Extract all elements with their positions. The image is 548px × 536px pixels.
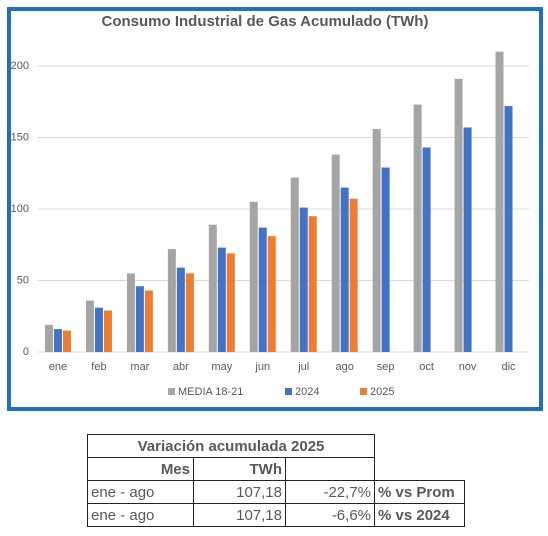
bar [62,330,71,352]
x-tick-label: dic [501,361,516,373]
legend-label: MEDIA 18-21 [178,386,243,398]
summary-table: Variación acumulada 2025 Mes TWh ene - a… [87,434,465,527]
cell: 107,18 [193,503,286,527]
x-tick-label: may [211,361,232,373]
x-tick-label: jun [254,361,270,373]
bar [167,249,176,352]
cell: ene - ago [87,503,194,527]
cell: -22,7% [285,480,375,504]
x-tick-label: jul [297,361,309,373]
table-title: Variación acumulada 2025 [87,434,375,458]
bar [331,154,340,352]
header-cell: Mes [87,457,194,481]
empty-cell [285,457,375,481]
bar [422,147,431,352]
x-tick-label: ago [336,361,354,373]
bar [44,324,53,352]
bar [372,128,381,352]
bar [504,106,513,352]
bar [267,236,276,352]
bar [349,198,358,352]
bar [381,167,390,352]
bar [258,227,267,352]
bar [217,247,226,352]
legend-label: 2025 [370,386,394,398]
bar [340,187,349,352]
bar [126,273,135,352]
legend-label: 2024 [295,386,319,398]
cell: ene - ago [87,480,194,504]
bar [249,201,258,352]
bar [135,286,144,352]
bar [85,300,94,352]
bar [463,127,472,353]
bar [413,104,422,352]
legend-swatch [360,388,367,395]
bar [144,290,153,352]
x-tick-label: oct [419,361,434,373]
x-tick-label: abr [173,361,189,373]
bar [103,310,112,352]
cell: 107,18 [193,480,286,504]
cell: -6,6% [285,503,375,527]
y-tick-label: 100 [11,203,29,215]
y-tick-label: 50 [17,274,29,286]
header-cell: TWh [193,457,286,481]
bar [185,273,194,352]
bar [454,78,463,353]
bar [53,329,62,352]
bar [176,267,185,352]
y-tick-label: 0 [23,346,29,358]
bar [495,51,504,352]
x-tick-label: nov [459,361,477,373]
legend-swatch [285,388,292,395]
cell: % vs 2024 [374,503,465,527]
legend-swatch [168,388,175,395]
chart: Consumo Industrial de Gas Acumulado (TWh… [11,13,529,398]
cell: % vs Prom [374,480,465,504]
x-tick-label: mar [130,361,149,373]
bar [226,253,235,352]
bar [308,216,317,352]
x-tick-label: ene [49,361,67,373]
bar [94,307,103,352]
bar [299,207,308,352]
x-tick-label: sep [377,361,395,373]
bar [290,177,299,352]
y-tick-label: 150 [11,131,29,143]
x-tick-label: feb [91,361,106,373]
chart-title: Consumo Industrial de Gas Acumulado (TWh… [102,13,429,30]
y-tick-label: 200 [11,60,29,72]
bar [208,224,217,352]
